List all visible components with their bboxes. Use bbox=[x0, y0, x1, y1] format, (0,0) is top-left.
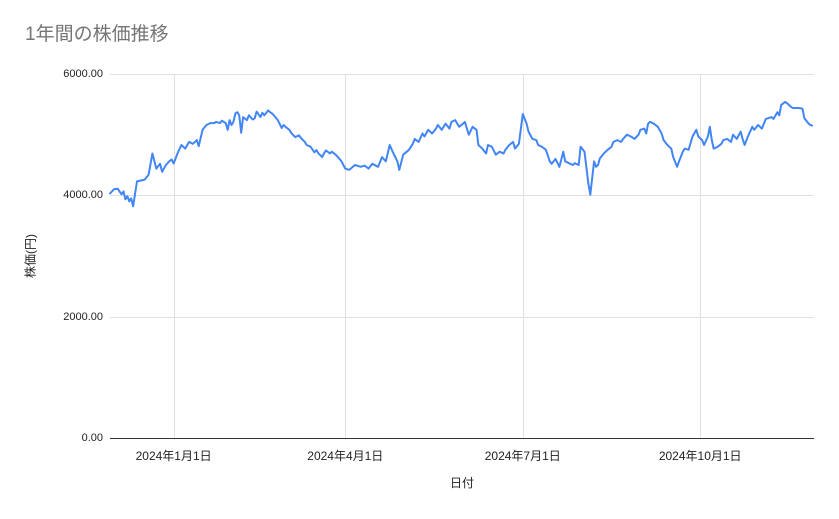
y-tick-label: 4000.00 bbox=[63, 189, 103, 202]
stock-price-line-series bbox=[109, 100, 814, 208]
y-tick-label: 2000.00 bbox=[63, 310, 103, 323]
y-axis-title: 株価(円) bbox=[23, 234, 38, 278]
x-tick-label: 2024年10月1日 bbox=[658, 449, 742, 463]
x-tick-label: 2024年4月1日 bbox=[307, 449, 384, 463]
y-tick-label: 6000.00 bbox=[63, 68, 103, 80]
chart-title: 1年間の株価推移 bbox=[25, 24, 169, 45]
y-tick-label: 0.00 bbox=[81, 432, 103, 444]
x-axis-title: 日付 bbox=[449, 476, 474, 490]
x-tick-label: 2024年7月1日 bbox=[484, 449, 561, 463]
x-tick-label: 2024年1月1日 bbox=[135, 449, 212, 463]
